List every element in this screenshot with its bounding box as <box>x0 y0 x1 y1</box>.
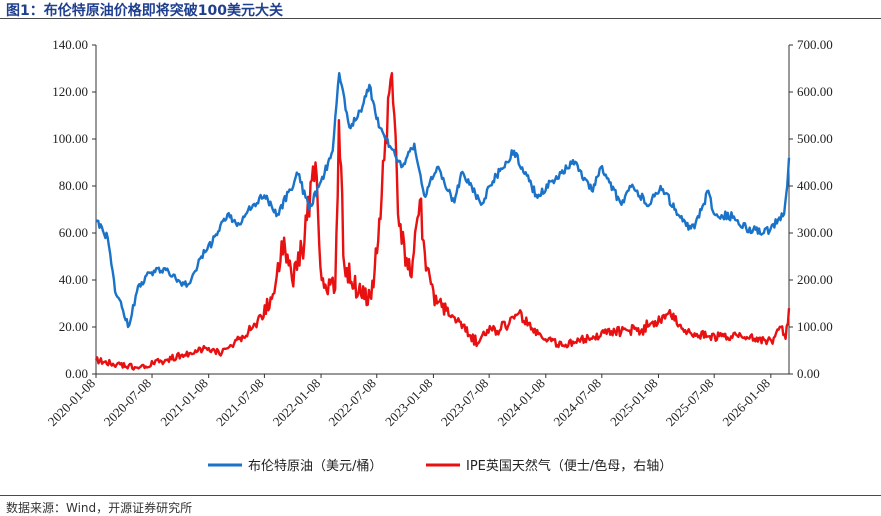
right-tick-label: 100.00 <box>797 319 833 334</box>
left-tick-label: 100.00 <box>52 131 88 146</box>
x-tick-label: 2021-07-08 <box>213 376 267 430</box>
right-tick-label: 200.00 <box>797 272 833 287</box>
legend-label-brent: 布伦特原油（美元/桶） <box>248 459 382 474</box>
right-tick-label: 500.00 <box>797 131 833 146</box>
x-tick-label: 2026-01-08 <box>719 376 773 430</box>
x-tick-label: 2021-01-08 <box>157 376 211 430</box>
x-tick-label: 2020-07-08 <box>101 376 155 430</box>
top-rule <box>0 18 881 19</box>
chart-title: 图1：布伦特原油价格即将突破100美元大关 <box>6 3 283 19</box>
left-tick-label: 40.00 <box>59 272 88 287</box>
right-tick-label: 300.00 <box>797 225 833 240</box>
right-tick-label: 700.00 <box>797 37 833 52</box>
right-tick-label: 0.00 <box>797 366 820 381</box>
left-tick-label: 0.00 <box>65 366 88 381</box>
axes-layer: 140.00 120.00 100.00 80.00 60.00 40.00 20.00 0.… <box>45 37 833 429</box>
bottom-rule <box>0 495 881 496</box>
legend: 布伦特原油（美元/桶） IPE英国天然气（便士/色母，右轴） <box>208 458 672 474</box>
legend-label-ipe: IPE英国天然气（便士/色母，右轴） <box>466 458 672 474</box>
x-tick-label: 2020-01-08 <box>45 376 99 430</box>
series-line-ipe-gas <box>94 72 791 371</box>
x-tick-label: 2024-07-08 <box>550 376 604 430</box>
x-tick-label: 2023-07-08 <box>438 376 492 430</box>
series-line-brent-oil <box>95 72 791 329</box>
x-tick-label: 2025-01-08 <box>607 376 661 430</box>
left-tick-label: 20.00 <box>59 319 88 334</box>
x-tick-label: 2023-01-08 <box>382 376 436 430</box>
series-layer <box>94 72 791 371</box>
x-tick-label: 2025-07-08 <box>663 376 717 430</box>
x-tick-label: 2024-01-08 <box>494 376 548 430</box>
left-tick-label: 140.00 <box>52 37 88 52</box>
x-tick-label: 2022-07-08 <box>325 376 379 430</box>
left-tick-label: 80.00 <box>59 178 88 193</box>
left-tick-label: 120.00 <box>52 84 88 99</box>
right-tick-label: 400.00 <box>797 178 833 193</box>
right-tick-label: 600.00 <box>797 84 833 99</box>
x-tick-label: 2022-01-08 <box>270 376 324 430</box>
left-tick-label: 60.00 <box>59 225 88 240</box>
